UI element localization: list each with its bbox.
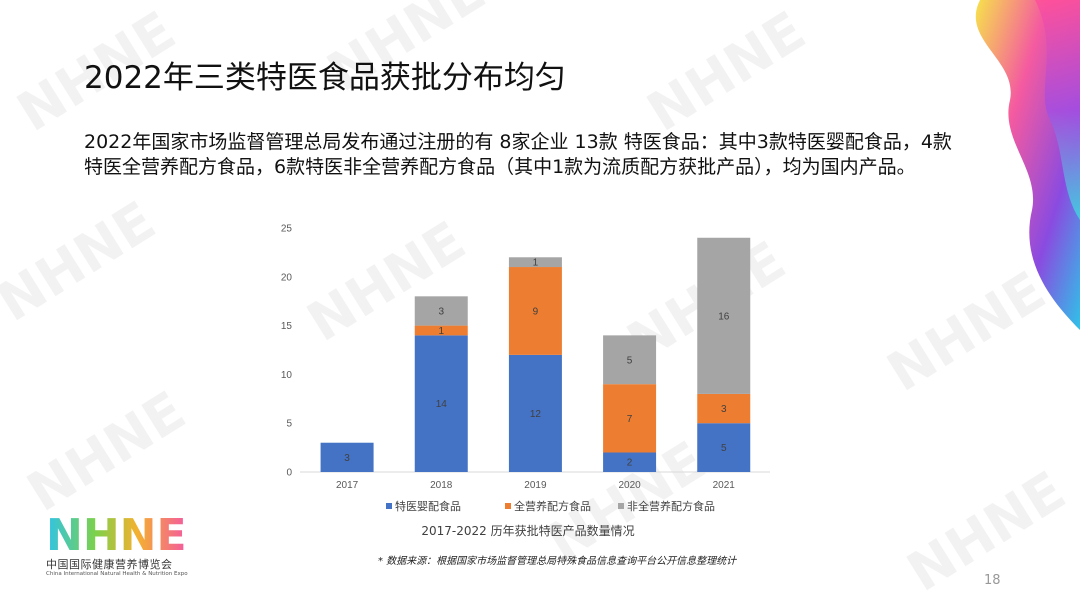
bar-data-label: 5 — [721, 443, 727, 454]
logo-name-zh: 中国国际健康营养博览会 — [46, 558, 173, 571]
bar-data-label: 1 — [438, 326, 444, 337]
bar-data-label: 5 — [627, 355, 633, 366]
x-tick-label: 2020 — [618, 480, 641, 491]
bar-segment — [697, 393, 751, 424]
bar-data-label: 3 — [721, 404, 727, 415]
bar-data-label: 3 — [438, 306, 444, 317]
bar-data-label: 2 — [627, 458, 633, 469]
page-number: 18 — [984, 573, 1001, 588]
chart-caption: 2017-2022 历年获批特医产品数量情况 — [421, 523, 634, 538]
watermark: NHNE — [0, 189, 167, 334]
bar-data-label: 1 — [533, 258, 539, 269]
bar-segment — [697, 237, 751, 394]
bar-segment — [508, 267, 562, 355]
logo-name-en: China International Natural Health & Nut… — [46, 571, 188, 577]
legend-swatch — [618, 503, 624, 509]
decorative-gradient-shape — [975, 0, 1080, 330]
x-tick-label: 2021 — [713, 480, 736, 491]
nhne-logo: NHNE — [46, 510, 187, 561]
bar-data-label: 12 — [530, 409, 542, 420]
x-tick-label: 2018 — [430, 480, 453, 491]
x-tick-label: 2019 — [524, 480, 547, 491]
bar-segment — [414, 296, 468, 326]
legend-swatch — [386, 503, 392, 509]
bar-data-label: 16 — [718, 311, 730, 322]
legend-label: 特医婴配食品 — [395, 499, 461, 513]
bar-segment — [603, 384, 657, 453]
bar-data-label: 3 — [344, 453, 350, 464]
bar-segment — [603, 452, 657, 472]
watermark: NHNE — [16, 379, 197, 524]
bar-segment — [414, 335, 468, 472]
y-tick-label: 10 — [281, 370, 293, 381]
bar-segment — [697, 423, 751, 472]
bar-data-label: 14 — [436, 399, 448, 410]
bar-segment — [414, 325, 468, 336]
bar-data-label: 9 — [533, 306, 539, 317]
bar-segment — [508, 257, 562, 268]
bar-segment — [603, 335, 657, 385]
logo-letters: NHNE — [46, 510, 187, 561]
legend-label: 非全营养配方食品 — [627, 499, 715, 513]
slide-body-text: 2022年国家市场监督管理总局发布通过注册的有 8家企业 13款 特医食品：其中… — [84, 130, 1014, 180]
body-line: 2022年国家市场监督管理总局发布通过注册的有 8家企业 13款 特医食品：其中… — [84, 131, 952, 153]
bar-segment — [508, 354, 562, 472]
x-tick-label: 2017 — [336, 480, 359, 491]
watermark: NHNE — [636, 0, 817, 144]
slide-title: 2022年三类特医食品获批分布均匀 — [84, 60, 566, 96]
y-tick-label: 15 — [281, 321, 293, 332]
bar-data-label: 7 — [627, 414, 633, 425]
data-source-footnote: * 数据来源：根据国家市场监督管理总局特殊食品信息查询平台公开信息整理统计 — [378, 556, 737, 567]
stacked-bar-chart: 0 5 10 15 20 25 3 2017 14 1 3 2018 12 9 1 2019 2 7 5 2020 5 3… — [281, 224, 770, 538]
legend-label: 全营养配方食品 — [514, 499, 591, 513]
body-line: 特医全营养配方食品，6款特医非全营养配方食品（其中1款为流质配方获批产品），均为… — [84, 156, 916, 178]
legend-swatch — [505, 503, 511, 509]
y-tick-label: 5 — [286, 419, 292, 430]
y-tick-label: 0 — [286, 468, 292, 479]
y-tick-label: 25 — [281, 224, 293, 235]
bar-segment — [320, 442, 374, 472]
y-tick-label: 20 — [281, 272, 293, 283]
